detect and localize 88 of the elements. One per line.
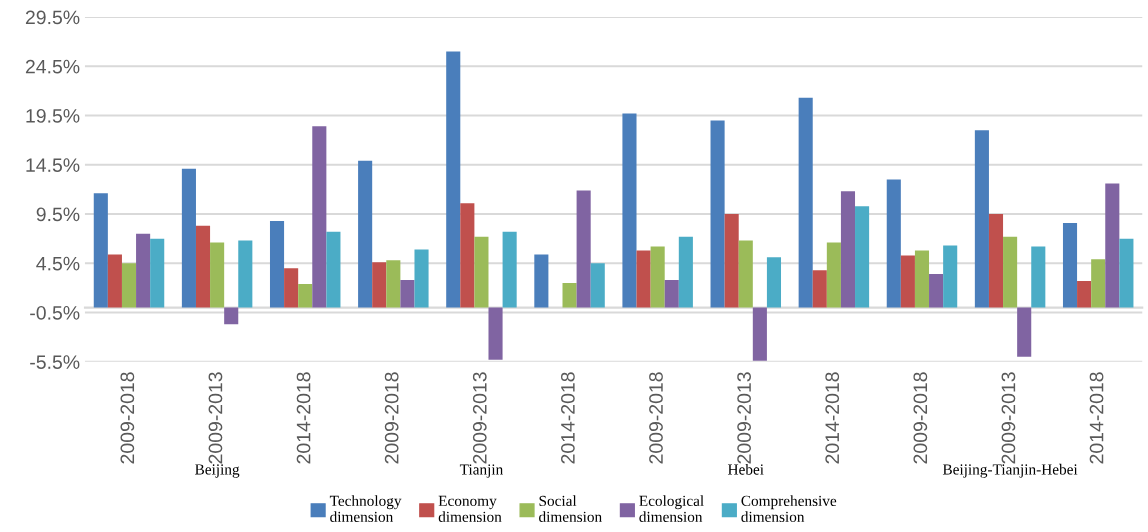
bar (576, 190, 591, 308)
text: Hebei (727, 463, 764, 475)
x-tick-label: 2009-2018 (384, 372, 399, 464)
bar (474, 236, 489, 308)
y-tick-label: 24.5% (25, 59, 80, 74)
x-tick-label: 2009-2013 (1001, 372, 1016, 464)
bar (738, 240, 753, 308)
bar (562, 282, 577, 308)
bar (386, 260, 401, 308)
x-tick-label: 2009-2013 (208, 372, 223, 464)
bar (400, 280, 415, 308)
bar (855, 206, 870, 308)
bar (664, 280, 679, 308)
bar (446, 51, 461, 308)
bar (1077, 280, 1092, 308)
bar (798, 97, 813, 308)
x-tick-label: 2009-2018 (649, 372, 663, 464)
bar (298, 283, 313, 308)
bar (724, 214, 739, 308)
bar (678, 236, 693, 308)
x-tick-label: 2014-2018 (296, 372, 311, 464)
text: Beijing (195, 464, 240, 478)
bar (766, 257, 782, 308)
y-tick-label: 4.5% (36, 256, 80, 271)
y-tick-label: 14.5% (26, 158, 80, 172)
x-tick-label: 2014-2018 (1089, 372, 1104, 464)
y-tick-label: -5.5% (30, 355, 80, 369)
bar (974, 130, 989, 308)
x-tick-label: 2009-2018 (120, 372, 135, 464)
bar (210, 242, 225, 308)
bar (224, 307, 239, 325)
bar (238, 240, 253, 308)
bar (1017, 307, 1032, 357)
x-tick-label: 2009-2013 (737, 372, 751, 464)
bar (181, 168, 196, 308)
x-tick-label: 2014-2018 (561, 372, 575, 464)
bar (93, 193, 108, 308)
bar (358, 160, 373, 308)
y-tick-label: -0.5% (30, 305, 80, 320)
bar (502, 231, 517, 308)
bar (812, 270, 827, 308)
bar (534, 254, 549, 308)
bar (886, 179, 901, 308)
bar (752, 307, 767, 361)
bar (710, 120, 725, 308)
x-tick-label: 2009-2018 (913, 372, 928, 464)
y-tick-label: 19.5% (26, 108, 80, 123)
bar (269, 220, 285, 308)
bar (372, 262, 387, 308)
bar (826, 242, 841, 308)
bar (488, 307, 503, 360)
bar (150, 238, 165, 308)
bar (195, 225, 211, 308)
legend-label: Economy dimension (438, 495, 502, 522)
bar (650, 246, 665, 308)
x-tick-label: 2009-2013 (472, 372, 487, 464)
legend-label: Ecological dimension (639, 495, 704, 523)
bar (284, 268, 299, 308)
bar (900, 255, 915, 308)
bar (590, 263, 605, 308)
bar (988, 214, 1004, 308)
legend-label: Comprehensive dimension (741, 495, 837, 522)
bar (914, 250, 930, 308)
bar (414, 249, 429, 308)
bar (943, 245, 958, 308)
legend-label: Technology dimension (329, 495, 402, 523)
bar (929, 274, 944, 308)
bar (636, 250, 651, 308)
text: Tianjin (459, 464, 504, 478)
bar (107, 254, 122, 308)
bar (136, 233, 151, 308)
bar (1119, 238, 1134, 308)
bar (121, 263, 137, 308)
bar (840, 191, 856, 308)
y-tick-label: 29.5% (25, 10, 80, 25)
x-tick-label: 2014-2018 (825, 372, 840, 464)
legend-label: Social dimension (539, 495, 602, 522)
y-tick-label: 9.5% (36, 207, 80, 222)
bar (1031, 246, 1046, 308)
bar (1062, 222, 1078, 308)
bar (622, 113, 637, 308)
bar (1091, 259, 1106, 308)
bar (1003, 236, 1018, 308)
bar (326, 231, 341, 308)
bar (460, 203, 475, 308)
bar (1105, 183, 1120, 308)
bar (312, 126, 327, 308)
text: Beijing-Tianjin-Hebei (942, 463, 1078, 478)
